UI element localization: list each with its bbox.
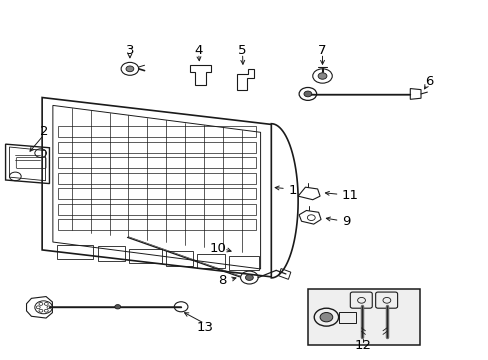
Circle shape	[245, 275, 253, 280]
Text: 8: 8	[218, 274, 226, 287]
Text: 6: 6	[424, 75, 432, 88]
Circle shape	[304, 91, 311, 97]
Text: 10: 10	[209, 242, 226, 255]
Text: 3: 3	[125, 44, 134, 57]
Text: 12: 12	[354, 339, 371, 352]
Bar	[307, 289, 419, 345]
Text: 4: 4	[194, 44, 202, 57]
Circle shape	[318, 73, 326, 79]
Circle shape	[115, 305, 121, 309]
Text: 5: 5	[237, 44, 246, 57]
Text: 2: 2	[40, 125, 49, 138]
Text: 1: 1	[288, 184, 296, 197]
Text: 13: 13	[197, 320, 214, 333]
Circle shape	[126, 66, 134, 72]
Text: 9: 9	[341, 215, 350, 228]
Circle shape	[320, 312, 332, 322]
Text: 11: 11	[341, 189, 358, 202]
Text: 7: 7	[318, 44, 326, 57]
